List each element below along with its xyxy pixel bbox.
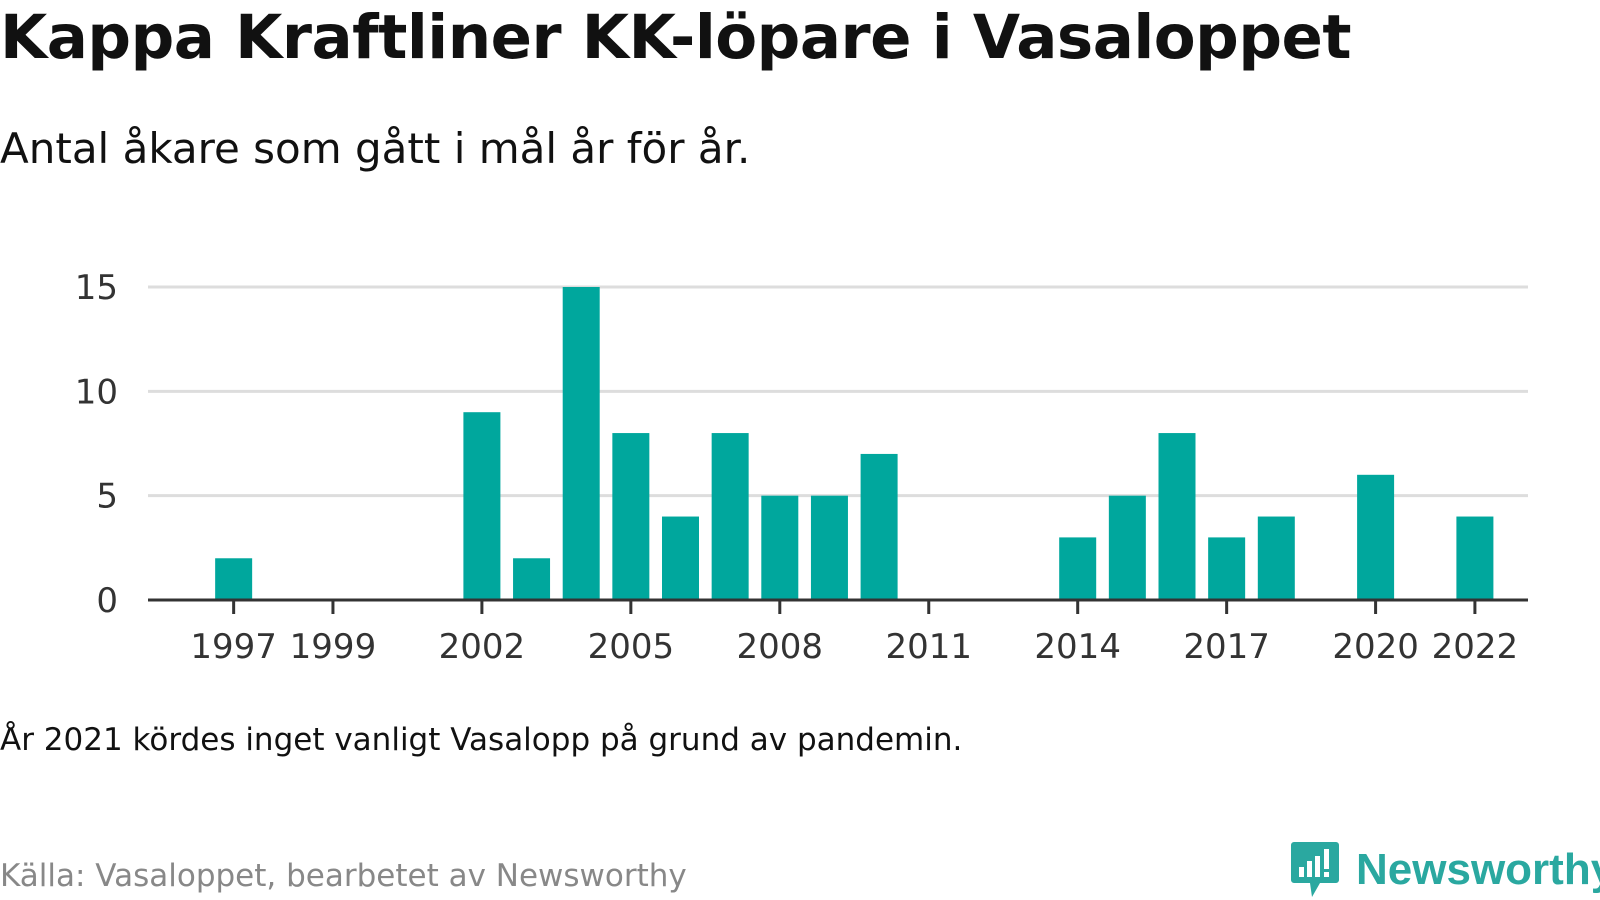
bar	[463, 412, 501, 600]
brand-name: Newsworthy	[1356, 845, 1600, 894]
x-tick-label: 2022	[1432, 627, 1519, 667]
bar	[1208, 537, 1246, 600]
bar	[810, 495, 848, 600]
y-tick-label: 0	[96, 581, 118, 621]
bar	[761, 495, 799, 600]
bar	[860, 453, 898, 600]
brand-logo: Newsworthy	[1290, 840, 1600, 900]
x-tick-label: 2005	[588, 627, 675, 667]
x-tick-label: 2008	[737, 627, 824, 667]
bar-chart: 0 5 10 15 1997 1999 2002 2005 2008 2011 2014 2017 20…	[75, 268, 1528, 667]
y-tick-label: 10	[75, 372, 118, 412]
bars	[215, 287, 1494, 600]
y-tick-label: 5	[96, 477, 118, 517]
x-tick-label: 2020	[1332, 627, 1419, 667]
x-tick-label: 1999	[290, 627, 377, 667]
grid-lines	[148, 285, 1528, 498]
bar	[1108, 495, 1146, 600]
bar	[215, 558, 253, 600]
source-credit: Källa: Vasaloppet, bearbetet av Newswort…	[0, 858, 687, 894]
bar-chart-speech-bubble-icon	[1291, 842, 1339, 897]
x-tick-label: 2014	[1034, 627, 1121, 667]
bar	[1357, 474, 1395, 600]
bar	[612, 433, 650, 600]
y-tick-label: 15	[75, 268, 118, 308]
bar	[711, 433, 749, 600]
axes	[148, 598, 1528, 614]
x-tick-label: 2017	[1183, 627, 1270, 667]
bar	[1059, 537, 1097, 600]
chart-footnote: År 2021 kördes inget vanligt Vasalopp på…	[0, 722, 963, 758]
bar	[562, 287, 600, 600]
bar	[513, 558, 551, 600]
chart-title: Kappa Kraftliner KK-löpare i Vasaloppet	[0, 2, 1352, 73]
x-tick-label: 1997	[190, 627, 277, 667]
chart-subtitle: Antal åkare som gått i mål år för år.	[0, 124, 751, 173]
bar	[662, 516, 699, 600]
tick-labels: 0 5 10 15 1997 1999 2002 2005 2008 2011 2014 2017 20…	[75, 268, 1518, 667]
bar	[1456, 516, 1494, 600]
bar	[1257, 516, 1295, 600]
x-tick-label: 2011	[885, 627, 972, 667]
bar	[1158, 433, 1196, 600]
x-tick-label: 2002	[439, 627, 526, 667]
